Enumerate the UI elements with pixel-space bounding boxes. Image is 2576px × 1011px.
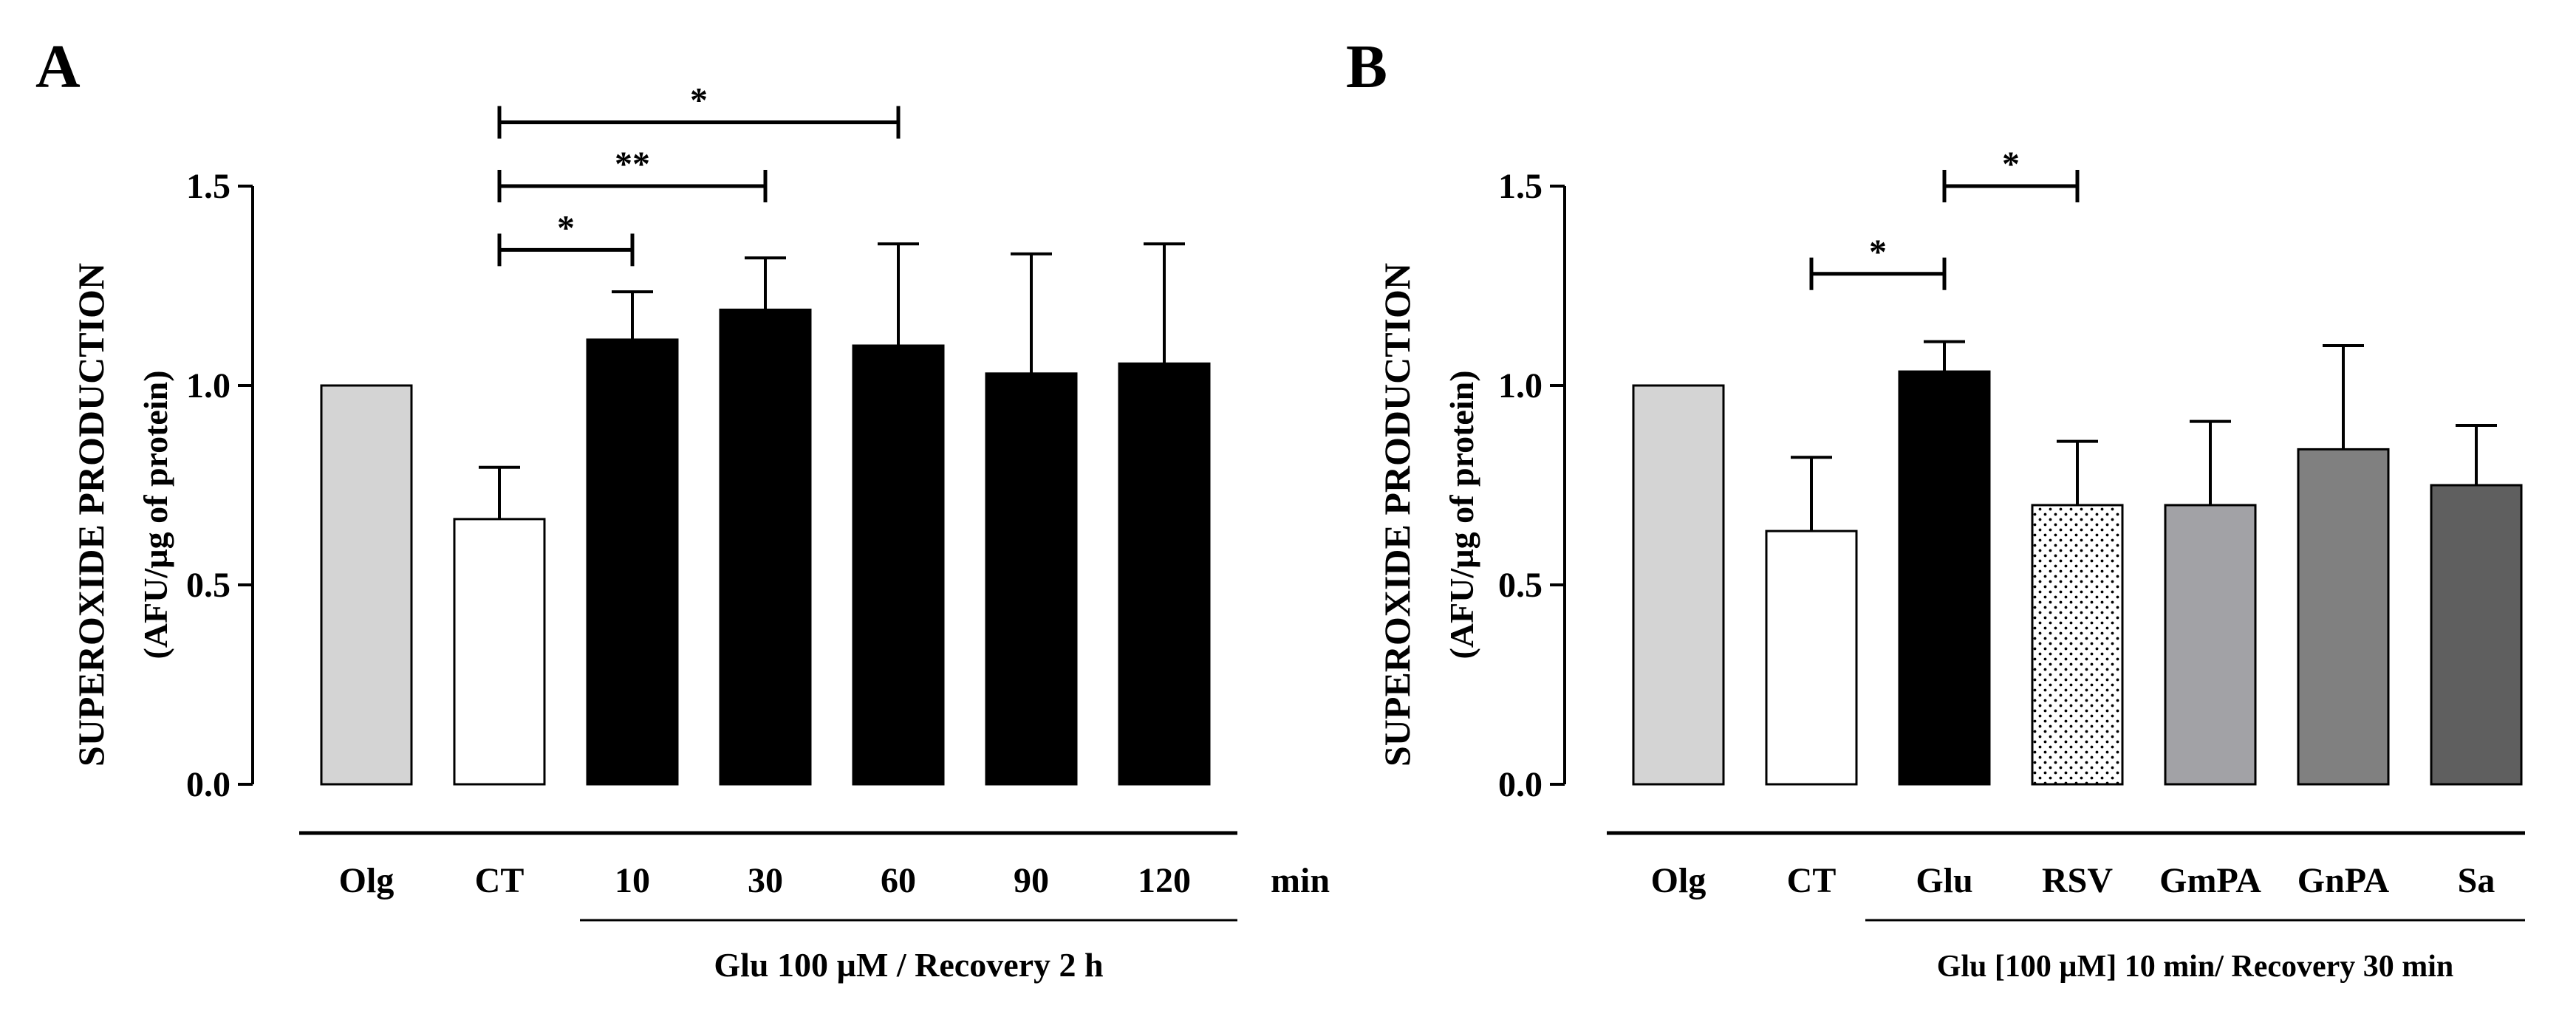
category-label: CT [475, 861, 525, 900]
bar [1898, 370, 1991, 786]
y-axis-subtitle: (AFU/µg of protein) [137, 370, 174, 659]
unit-label: min [1271, 861, 1330, 900]
bar [719, 308, 812, 786]
category-label: 30 [748, 861, 783, 900]
bar [320, 384, 413, 786]
bar [2297, 448, 2390, 786]
category-label: 120 [1138, 861, 1191, 900]
significance-label: * [1869, 233, 1887, 272]
bar [1118, 362, 1211, 786]
category-label: GnPA [2297, 861, 2390, 900]
panel-a: A SUPEROXIDE PRODUCTION (AFU/µg of protein… [35, 32, 1330, 984]
bar [2164, 504, 2257, 786]
significance-label: * [2002, 145, 2020, 184]
y-tick-label: 0.5 [186, 566, 230, 605]
panel-letter: A [35, 32, 81, 101]
category-label: Olg [339, 861, 394, 900]
category-label: 10 [615, 861, 650, 900]
group-label: Glu [100 µM] 10 min/ Recovery 30 min [1937, 950, 2454, 984]
y-tick-label: 0.5 [1498, 566, 1542, 605]
significance-label: ** [615, 145, 650, 184]
significance-label: * [557, 208, 575, 247]
category-label: Olg [1651, 861, 1706, 900]
y-axis-title: SUPEROXIDE PRODUCTION [1376, 263, 1418, 767]
bar [2031, 504, 2124, 786]
category-label: CT [1787, 861, 1837, 900]
y-tick-label: 1.0 [1498, 366, 1542, 405]
y-tick-label: 1.0 [186, 366, 230, 405]
category-label: Glu [1916, 861, 1972, 900]
y-tick-label: 0.0 [1498, 765, 1542, 804]
y-tick-label: 0.0 [186, 765, 230, 804]
panel-letter: B [1346, 32, 1387, 101]
bar [985, 372, 1078, 786]
bar [1765, 530, 1858, 786]
bar [1632, 384, 1725, 786]
bar [2430, 484, 2523, 786]
y-tick-label: 1.5 [1498, 167, 1542, 206]
bar [586, 338, 679, 786]
category-label: Sa [2458, 861, 2495, 900]
group-label: Glu 100 µM / Recovery 2 h [714, 946, 1103, 984]
y-axis-subtitle: (AFU/µg of protein) [1443, 370, 1480, 659]
y-axis-title: SUPEROXIDE PRODUCTION [70, 263, 112, 767]
category-label: 60 [881, 861, 916, 900]
bar [852, 344, 945, 786]
y-tick-label: 1.5 [186, 167, 230, 206]
significance-label: * [690, 81, 708, 120]
bar [453, 518, 546, 786]
category-label: 90 [1014, 861, 1049, 900]
category-label: GmPA [2159, 861, 2261, 900]
panel-b: B SUPEROXIDE PRODUCTION (AFU/µg of protein… [1346, 32, 2525, 984]
category-label: RSV [2042, 861, 2113, 900]
